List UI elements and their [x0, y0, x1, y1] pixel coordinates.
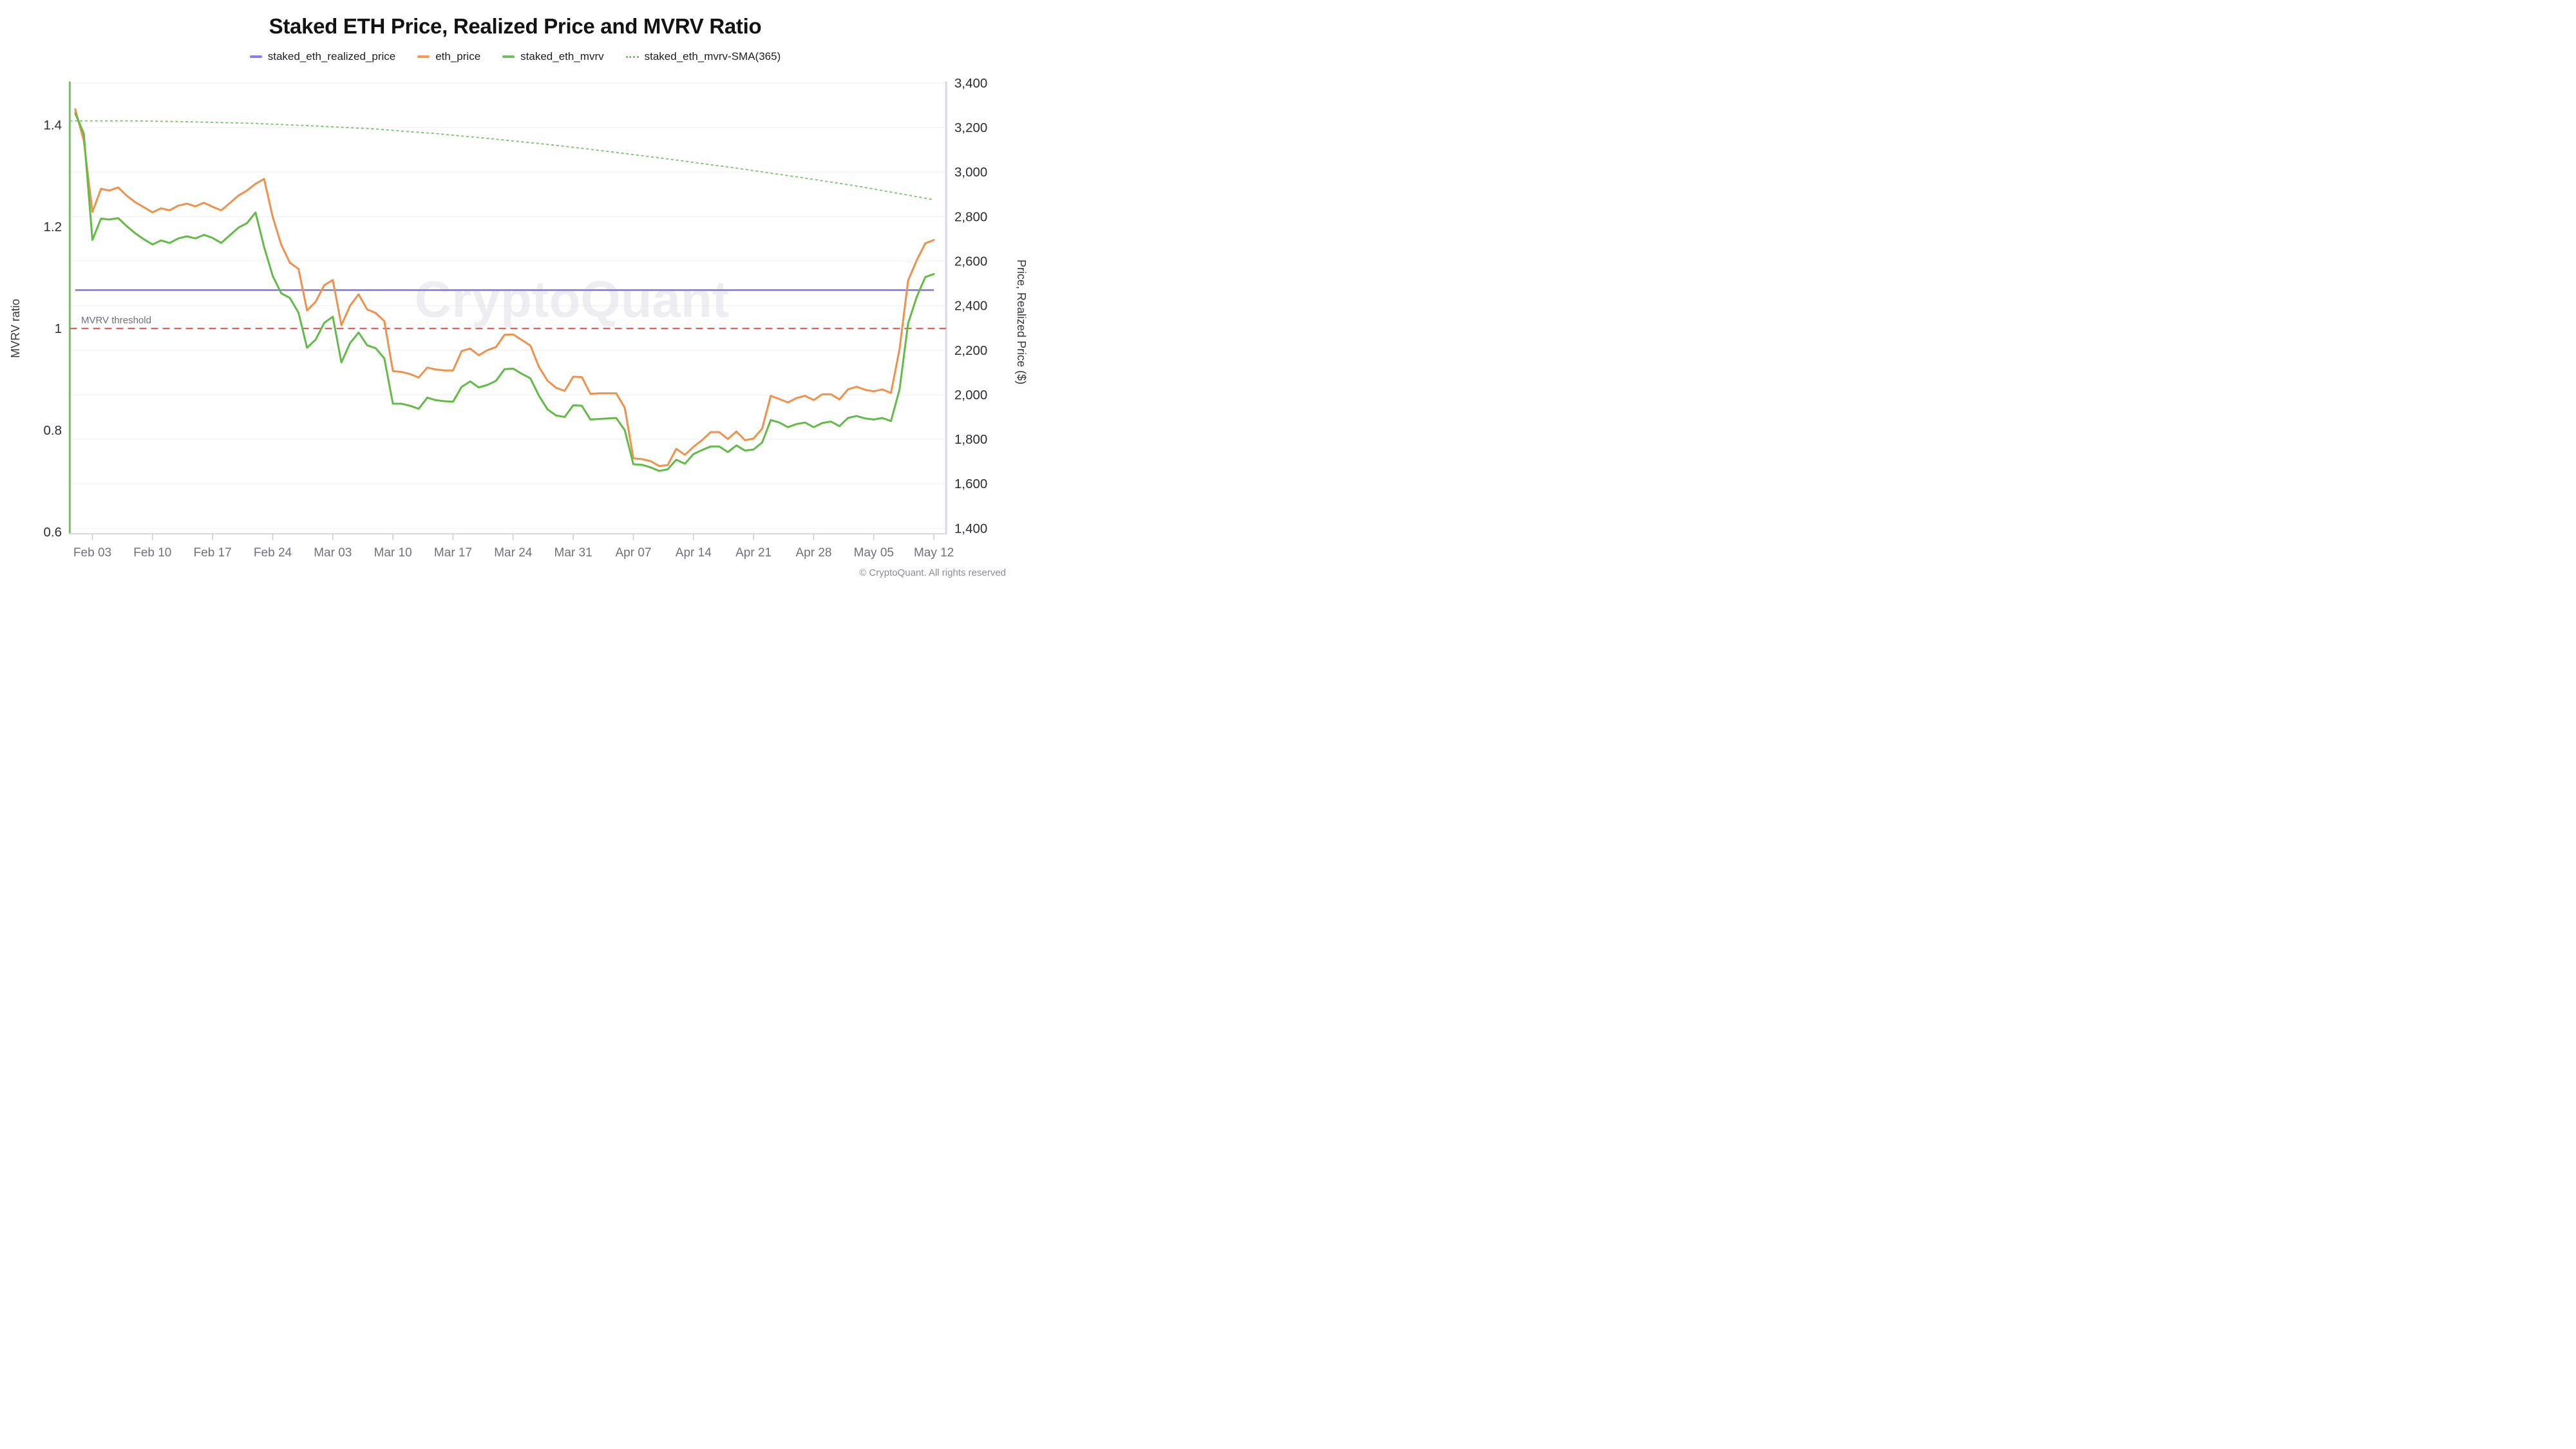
legend-swatch-dotted-green-icon — [625, 55, 639, 58]
left-axis-title: MVRV ratio — [9, 299, 22, 358]
svg-text:Apr 28: Apr 28 — [796, 546, 832, 560]
staked-eth-mvrv-sma-line[interactable] — [70, 120, 934, 201]
right-axis-title: Price, Realized Price ($) — [1015, 260, 1028, 384]
right-axis-bar — [945, 81, 947, 534]
legend-swatch-orange-icon — [417, 55, 430, 58]
legend-swatch-green-icon — [502, 55, 515, 58]
svg-text:Feb 24: Feb 24 — [254, 546, 292, 560]
svg-text:Mar 24: Mar 24 — [494, 546, 533, 560]
watermark: CryptoQuant — [415, 270, 730, 328]
chart-plot-wrapper: CryptoQuant Feb 03 Feb 10 Feb 17 Feb 24 Mar 0… — [0, 0, 1030, 580]
mvrv-threshold-label: MVRV threshold — [81, 315, 151, 326]
svg-text:2,600: 2,600 — [954, 254, 987, 269]
legend-item-eth-price[interactable]: eth_price — [417, 50, 480, 63]
legend-label: staked_eth_mvrv-SMA(365) — [644, 50, 781, 62]
svg-text:1,800: 1,800 — [954, 432, 987, 447]
left-axis-bar — [68, 81, 71, 534]
eth-price-line[interactable] — [74, 108, 935, 468]
svg-text:Apr 14: Apr 14 — [676, 546, 712, 560]
svg-text:Mar 10: Mar 10 — [374, 546, 412, 560]
svg-text:Feb 03: Feb 03 — [73, 546, 111, 560]
svg-text:3,000: 3,000 — [954, 165, 987, 180]
gridlines — [70, 82, 946, 529]
svg-text:2,200: 2,200 — [954, 343, 987, 358]
svg-text:Apr 21: Apr 21 — [735, 546, 772, 560]
legend-label: eth_price — [435, 50, 481, 62]
legend-label: staked_eth_realized_price — [267, 50, 396, 62]
svg-text:Apr 07: Apr 07 — [616, 546, 652, 560]
left-axis-tick-labels: 1.4 1.2 1 0.8 0.6 — [44, 118, 62, 540]
svg-text:Mar 03: Mar 03 — [314, 546, 352, 560]
svg-text:Mar 17: Mar 17 — [434, 546, 472, 560]
svg-text:2,400: 2,400 — [954, 299, 987, 314]
right-axis-tick-labels: 3,400 3,200 3,000 2,800 2,600 2,400 2,200 2,000… — [954, 76, 987, 536]
svg-text:Feb 17: Feb 17 — [194, 546, 232, 560]
legend: staked_eth_realized_price eth_price stak… — [0, 50, 1030, 63]
svg-text:1,600: 1,600 — [954, 477, 987, 491]
legend-swatch-purple-icon — [249, 55, 262, 58]
chart-title: Staked ETH Price, Realized Price and MVR… — [269, 14, 762, 38]
legend-item-staked-eth-mvrv-sma[interactable]: staked_eth_mvrv-SMA(365) — [625, 50, 781, 63]
svg-text:3,400: 3,400 — [954, 76, 987, 91]
svg-text:May 05: May 05 — [854, 546, 894, 560]
svg-text:2,000: 2,000 — [954, 388, 987, 402]
svg-text:May 12: May 12 — [914, 546, 954, 560]
svg-text:2,800: 2,800 — [954, 209, 987, 224]
svg-text:1,400: 1,400 — [954, 521, 987, 536]
svg-text:1: 1 — [55, 321, 62, 336]
chart-stage: Staked ETH Price, Realized Price and MVR… — [0, 0, 1030, 580]
x-axis-ticks: Feb 03 Feb 10 Feb 17 Feb 24 Mar 03 Mar 10 Mar … — [73, 533, 954, 560]
svg-text:1.2: 1.2 — [44, 220, 62, 234]
legend-item-staked-eth-mvrv[interactable]: staked_eth_mvrv — [502, 50, 604, 63]
svg-text:Mar 31: Mar 31 — [554, 546, 592, 560]
chart-svg[interactable]: CryptoQuant Feb 03 Feb 10 Feb 17 Feb 24 Mar 0… — [0, 0, 1030, 580]
svg-text:1.4: 1.4 — [44, 118, 62, 133]
legend-label: staked_eth_mvrv — [520, 50, 604, 62]
legend-item-staked-eth-realized-price[interactable]: staked_eth_realized_price — [249, 50, 396, 63]
svg-text:Feb 10: Feb 10 — [133, 546, 171, 560]
svg-text:3,200: 3,200 — [954, 120, 987, 135]
copyright-notice: © CryptoQuant. All rights reserved — [859, 567, 1006, 578]
svg-text:0.6: 0.6 — [44, 525, 62, 540]
staked-eth-mvrv-line[interactable] — [74, 112, 935, 472]
svg-text:0.8: 0.8 — [44, 423, 62, 438]
